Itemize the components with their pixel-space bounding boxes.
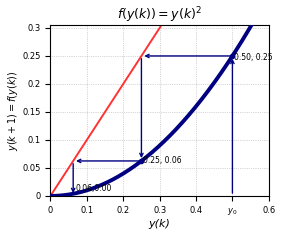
Text: 0.06,0.00: 0.06,0.00 bbox=[75, 184, 112, 193]
Title: $f(y(k)) = y(k)^2$: $f(y(k)) = y(k)^2$ bbox=[117, 6, 202, 25]
X-axis label: y(k): y(k) bbox=[149, 219, 171, 229]
Text: 0.25, 0.06: 0.25, 0.06 bbox=[143, 156, 182, 165]
Y-axis label: $y(k+1) = f(y(k))$: $y(k+1) = f(y(k))$ bbox=[6, 70, 20, 151]
Text: 0.50, 0.25: 0.50, 0.25 bbox=[234, 53, 273, 62]
